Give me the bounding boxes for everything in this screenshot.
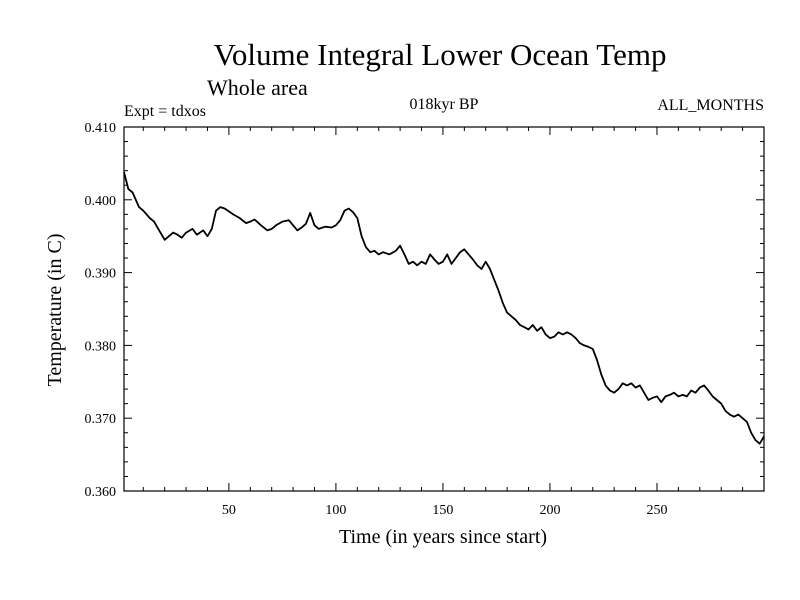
- x-tick-label: 200: [539, 503, 560, 518]
- experiment-label: Expt = tdxos: [124, 103, 206, 120]
- y-tick-label: 0.390: [85, 267, 117, 282]
- y-tick-label: 0.400: [85, 194, 117, 209]
- plot-area: 50 100 150 200 250 0.360 0.370 0.380 0.390 0.400 0…: [85, 121, 765, 518]
- y-tick-label: 0.360: [85, 485, 117, 500]
- y-tick-label: 0.380: [85, 339, 117, 354]
- y-tick-label: 0.370: [85, 412, 117, 427]
- period-label: 018kyr BP: [410, 96, 479, 113]
- plot-frame: [123, 126, 765, 492]
- months-label: ALL_MONTHS: [657, 97, 764, 114]
- chart-subtitle: Whole area: [207, 75, 308, 100]
- x-tick-label: 150: [432, 503, 453, 518]
- x-tick-label: 250: [646, 503, 667, 518]
- x-tick-label: 100: [325, 503, 346, 518]
- x-axis-label: Time (in years since start): [339, 526, 547, 548]
- y-axis-label: Temperature (in C): [44, 234, 66, 387]
- y-tick-label: 0.410: [85, 121, 117, 136]
- temperature-series-line: [123, 171, 765, 445]
- x-tick-label: 50: [222, 503, 236, 518]
- chart-title: Volume Integral Lower Ocean Temp: [214, 37, 667, 72]
